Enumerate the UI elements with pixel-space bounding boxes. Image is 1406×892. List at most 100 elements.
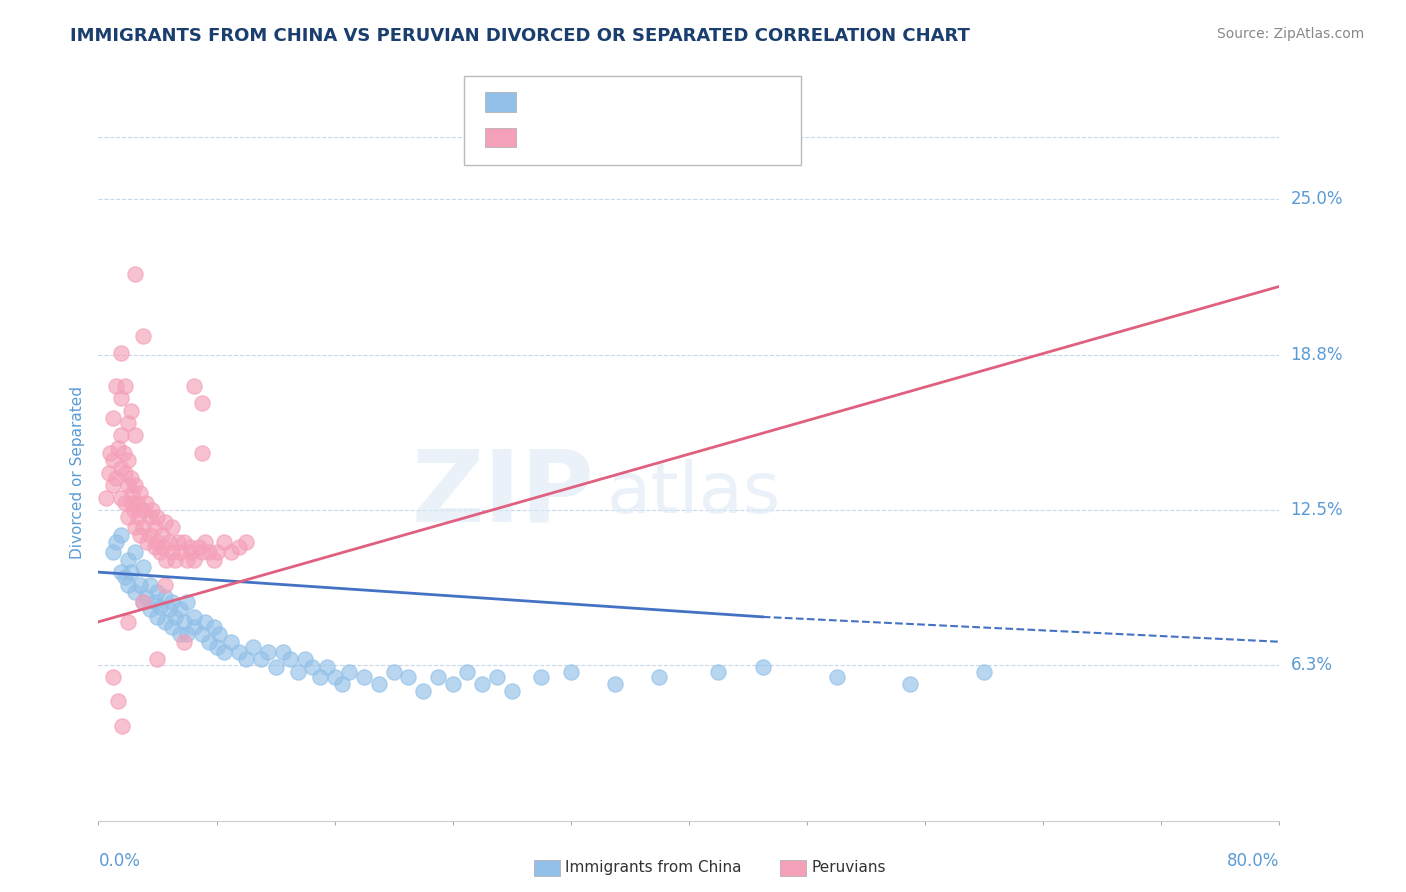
- Point: [150, 528, 173, 542]
- Point: [124, 428, 146, 442]
- Point: [152, 541, 174, 555]
- Point: [382, 665, 405, 679]
- Point: [114, 570, 136, 584]
- Point: [530, 669, 553, 683]
- Point: [117, 615, 139, 629]
- Point: [162, 520, 183, 534]
- Text: 6.3%: 6.3%: [1291, 657, 1333, 674]
- Text: R = -0.110   N = 77: R = -0.110 N = 77: [524, 93, 702, 111]
- Text: atlas: atlas: [606, 459, 780, 528]
- Point: [235, 652, 257, 666]
- Point: [264, 659, 287, 673]
- Point: [103, 478, 125, 492]
- Point: [114, 495, 136, 509]
- Point: [153, 590, 176, 604]
- Point: [120, 471, 142, 485]
- Text: 0.0%: 0.0%: [98, 852, 141, 870]
- Point: [146, 510, 169, 524]
- Point: [149, 599, 172, 614]
- Text: Source: ZipAtlas.com: Source: ZipAtlas.com: [1216, 27, 1364, 41]
- Point: [153, 577, 176, 591]
- Point: [191, 446, 214, 460]
- Point: [900, 677, 922, 691]
- Point: [110, 565, 132, 579]
- Point: [278, 652, 302, 666]
- Point: [124, 520, 146, 534]
- Point: [117, 453, 139, 467]
- Point: [124, 545, 146, 559]
- Point: [120, 403, 142, 417]
- Point: [121, 485, 143, 500]
- Point: [105, 471, 128, 485]
- Point: [124, 585, 146, 599]
- Point: [162, 620, 183, 634]
- Point: [103, 453, 125, 467]
- Point: [111, 719, 134, 733]
- Point: [330, 677, 353, 691]
- Point: [337, 665, 360, 679]
- Point: [122, 503, 145, 517]
- Text: Immigrants from China: Immigrants from China: [565, 861, 742, 875]
- Text: 12.5%: 12.5%: [1291, 501, 1343, 519]
- Point: [105, 535, 128, 549]
- Point: [212, 535, 235, 549]
- Point: [114, 378, 136, 392]
- Point: [323, 669, 346, 683]
- Text: Peruvians: Peruvians: [811, 861, 886, 875]
- Point: [169, 545, 191, 559]
- Point: [751, 659, 773, 673]
- Point: [173, 634, 195, 648]
- Point: [146, 652, 169, 666]
- Point: [146, 535, 169, 549]
- Point: [132, 329, 155, 343]
- Point: [396, 669, 419, 683]
- Point: [135, 590, 157, 604]
- Point: [235, 535, 257, 549]
- Point: [287, 665, 309, 679]
- Point: [139, 602, 162, 616]
- Point: [176, 595, 198, 609]
- Text: IMMIGRANTS FROM CHINA VS PERUVIAN DIVORCED OR SEPARATED CORRELATION CHART: IMMIGRANTS FROM CHINA VS PERUVIAN DIVORC…: [70, 27, 970, 45]
- Point: [605, 677, 627, 691]
- Point: [155, 552, 177, 567]
- Point: [198, 545, 221, 559]
- Point: [157, 535, 180, 549]
- Point: [117, 510, 139, 524]
- Point: [146, 585, 169, 599]
- Point: [368, 677, 391, 691]
- Point: [176, 627, 198, 641]
- Point: [250, 652, 273, 666]
- Point: [228, 541, 250, 555]
- Point: [97, 466, 120, 480]
- Point: [973, 665, 995, 679]
- Text: 18.8%: 18.8%: [1291, 346, 1343, 364]
- Point: [183, 620, 205, 634]
- Point: [124, 478, 146, 492]
- Point: [103, 545, 125, 559]
- Point: [441, 677, 464, 691]
- Point: [132, 560, 155, 574]
- Point: [149, 545, 172, 559]
- Point: [107, 694, 129, 708]
- Point: [173, 535, 195, 549]
- Point: [141, 503, 163, 517]
- Point: [183, 552, 205, 567]
- Point: [117, 577, 139, 591]
- Point: [486, 669, 509, 683]
- Point: [157, 602, 180, 616]
- Point: [103, 411, 125, 425]
- Point: [165, 552, 187, 567]
- Point: [132, 595, 155, 609]
- Point: [648, 669, 671, 683]
- Point: [110, 391, 132, 405]
- Point: [208, 627, 231, 641]
- Point: [194, 615, 217, 629]
- Point: [353, 669, 375, 683]
- Point: [127, 510, 149, 524]
- Y-axis label: Divorced or Separated: Divorced or Separated: [70, 386, 86, 559]
- Point: [132, 595, 155, 609]
- Point: [120, 565, 142, 579]
- Point: [162, 595, 183, 609]
- Point: [162, 545, 183, 559]
- Point: [271, 645, 294, 659]
